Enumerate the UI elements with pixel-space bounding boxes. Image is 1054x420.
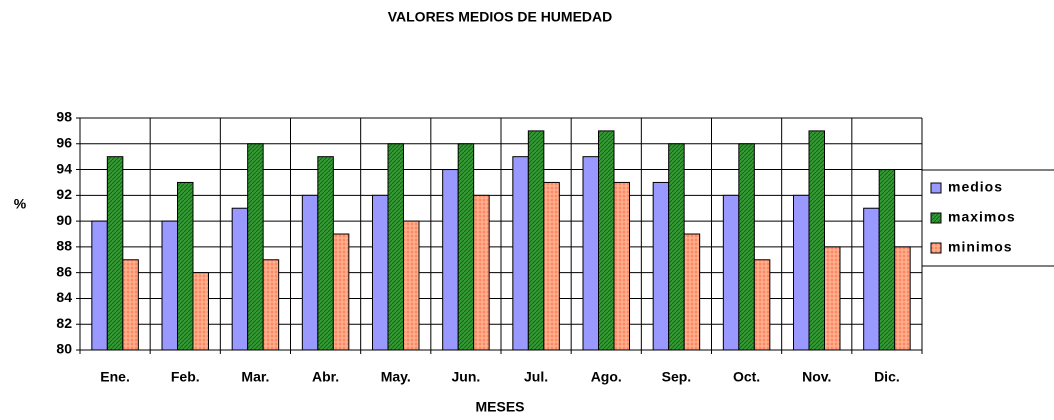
legend-swatch bbox=[930, 212, 942, 224]
bar bbox=[177, 181, 194, 351]
bar bbox=[543, 181, 560, 351]
x-tick-label: Abr. bbox=[312, 369, 339, 385]
bar bbox=[387, 143, 404, 351]
x-tick-label: Sep. bbox=[662, 369, 692, 385]
x-axis-label: MESES bbox=[475, 399, 524, 415]
y-tick-label: 90 bbox=[56, 212, 72, 228]
bar bbox=[753, 259, 771, 351]
y-tick-label: 88 bbox=[56, 238, 72, 254]
x-tick-label: Oct. bbox=[733, 369, 760, 385]
legend-swatch bbox=[930, 182, 942, 194]
x-tick-label: May. bbox=[381, 369, 411, 385]
bar bbox=[262, 259, 280, 351]
x-tick-label: Ene. bbox=[100, 369, 130, 385]
bar bbox=[301, 194, 319, 351]
legend-box bbox=[921, 169, 1054, 267]
legend-label: medios bbox=[948, 179, 1003, 195]
y-tick-label: 92 bbox=[56, 186, 72, 202]
bar bbox=[317, 156, 334, 351]
y-axis-label: % bbox=[14, 196, 27, 212]
bar bbox=[738, 143, 755, 351]
x-tick-label: Jun. bbox=[452, 369, 481, 385]
bar bbox=[473, 194, 490, 351]
bar bbox=[613, 181, 630, 351]
y-tick-label: 80 bbox=[56, 341, 72, 357]
chart-title: VALORES MEDIOS DE HUMEDAD bbox=[388, 9, 613, 25]
bar bbox=[824, 246, 841, 351]
legend-swatch bbox=[930, 242, 942, 254]
bar bbox=[457, 143, 475, 351]
y-tick-label: 82 bbox=[56, 315, 72, 331]
bar bbox=[527, 130, 545, 351]
bar bbox=[91, 220, 108, 351]
bar bbox=[372, 194, 389, 351]
bar bbox=[878, 169, 896, 351]
bar bbox=[161, 220, 178, 351]
bar bbox=[863, 207, 880, 351]
x-tick-label: Dic. bbox=[874, 369, 900, 385]
y-tick-label: 94 bbox=[56, 160, 72, 176]
x-tick-label: Mar. bbox=[241, 369, 269, 385]
bar bbox=[652, 181, 670, 351]
y-tick-label: 98 bbox=[56, 109, 72, 125]
y-tick-label: 96 bbox=[56, 134, 72, 150]
y-tick-label: 84 bbox=[56, 289, 72, 305]
bar bbox=[403, 220, 420, 351]
bar bbox=[808, 130, 825, 351]
x-tick-label: Nov. bbox=[802, 369, 831, 385]
bar bbox=[332, 233, 350, 351]
bar bbox=[122, 259, 139, 351]
bar bbox=[442, 169, 459, 351]
bar bbox=[722, 194, 740, 351]
bar bbox=[247, 143, 264, 351]
bar bbox=[598, 130, 615, 351]
x-tick-label: Feb. bbox=[171, 369, 200, 385]
bar bbox=[894, 246, 911, 351]
x-tick-label: Jul. bbox=[524, 369, 548, 385]
legend-label: maximos bbox=[948, 209, 1016, 225]
x-tick-label: Ago. bbox=[591, 369, 622, 385]
bar bbox=[793, 194, 810, 351]
legend-label: minimos bbox=[948, 239, 1013, 255]
bar bbox=[512, 156, 529, 351]
y-tick-label: 86 bbox=[56, 263, 72, 279]
bar bbox=[106, 156, 124, 351]
bar bbox=[582, 156, 599, 351]
bar bbox=[192, 272, 209, 351]
bar bbox=[668, 143, 685, 351]
bar bbox=[683, 233, 701, 351]
bar bbox=[231, 207, 249, 351]
